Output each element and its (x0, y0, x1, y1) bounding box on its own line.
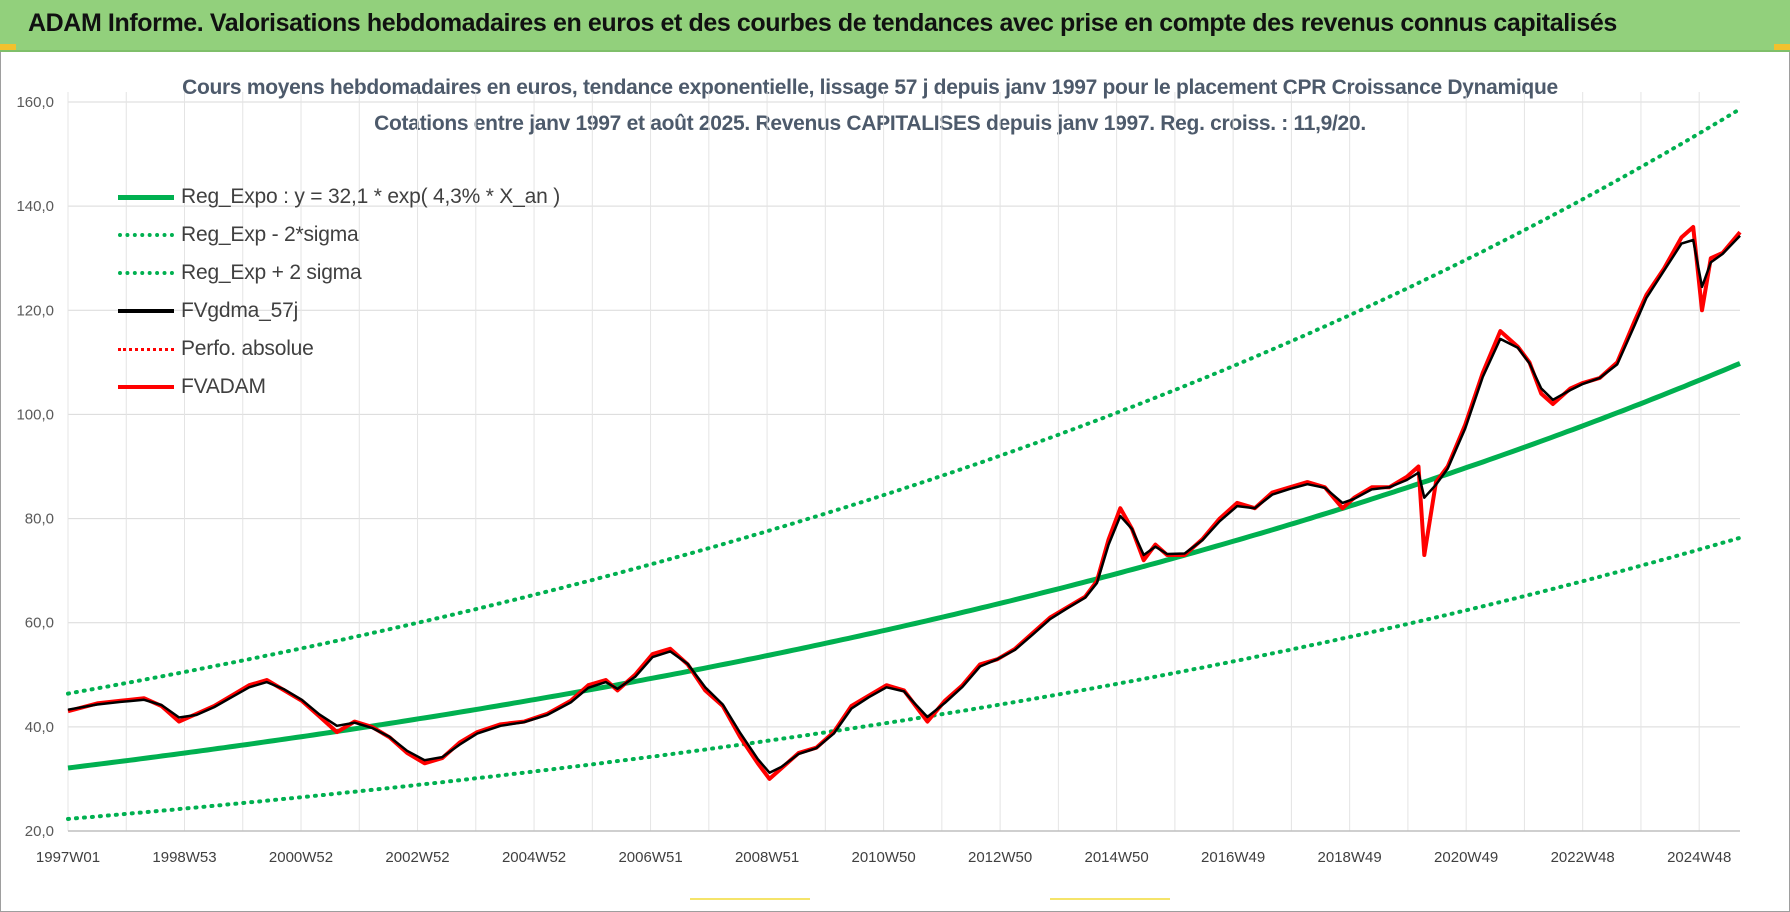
bottom-mark (1050, 898, 1170, 900)
y-tick-label: 20,0 (25, 823, 54, 840)
legend-item-fvadam: FVADAM (118, 368, 560, 406)
legend-label: FVADAM (181, 375, 266, 398)
legend-item-reg-exp-minus: Reg_Exp - 2*sigma (118, 216, 560, 254)
x-tick-label: 2006W51 (618, 849, 682, 866)
corner-mark-left (0, 44, 16, 50)
x-tick-label: 2000W52 (269, 849, 333, 866)
legend-swatch-dotted-green (118, 271, 174, 275)
legend-item-reg-expo: Reg_Expo : y = 32,1 * exp( 4,3% * X_an ) (118, 178, 560, 216)
series-reg-expo (67, 361, 1741, 771)
x-axis-ticks: 1997W01 1998W53 2000W52 2002W52 2004W52 2006W… (36, 849, 1731, 866)
chart-title: Cours moyens hebdomadaires en euros, ten… (182, 76, 1558, 99)
y-tick-label: 140,0 (16, 198, 54, 215)
chart-series (66, 107, 1742, 821)
y-tick-label: 80,0 (25, 511, 54, 528)
x-tick-label: 2016W49 (1201, 849, 1265, 866)
legend-label: Reg_Exp + 2 sigma (181, 261, 362, 284)
x-tick-label: 1997W01 (36, 849, 100, 866)
x-tick-label: 2010W50 (851, 849, 915, 866)
chart-subtitle: Cotations entre janv 1997 et août 2025. … (374, 112, 1366, 135)
header-banner: ADAM Informe. Valorisations hebdomadaire… (0, 0, 1790, 52)
header-title: ADAM Informe. Valorisations hebdomadaire… (28, 9, 1617, 37)
x-tick-label: 2014W50 (1085, 849, 1149, 866)
legend-item-perfo-absolue: Perfo. absolue (118, 330, 560, 368)
legend-swatch-solid-green (118, 194, 174, 200)
y-axis-ticks: 20,0 40,0 60,0 80,0 100,0 120,0 140,0 160,0 (16, 94, 54, 840)
x-tick-label: 2024W48 (1667, 849, 1731, 866)
series-fvgdma-57j (67, 234, 1741, 774)
x-tick-label: 2012W50 (968, 849, 1032, 866)
x-tick-label: 2022W48 (1551, 849, 1615, 866)
legend-label: FVgdma_57j (181, 299, 299, 322)
x-tick-label: 2020W49 (1434, 849, 1498, 866)
legend-label: Reg_Exp - 2*sigma (181, 223, 359, 246)
x-tick-label: 2008W51 (735, 849, 799, 866)
legend-swatch-solid-black (118, 309, 174, 313)
chart-legend: Reg_Expo : y = 32,1 * exp( 4,3% * X_an )… (118, 178, 560, 406)
y-tick-label: 120,0 (16, 302, 54, 319)
corner-mark-right (1774, 44, 1790, 50)
legend-item-fvgdma: FVgdma_57j (118, 292, 560, 330)
legend-label: Reg_Expo : y = 32,1 * exp( 4,3% * X_an ) (181, 185, 560, 208)
x-tick-label: 2018W49 (1318, 849, 1382, 866)
y-tick-label: 100,0 (16, 406, 54, 423)
x-tick-label: 1998W53 (152, 849, 216, 866)
legend-label: Perfo. absolue (181, 337, 314, 360)
x-tick-label: 2004W52 (502, 849, 566, 866)
legend-item-reg-exp-plus: Reg_Exp + 2 sigma (118, 254, 560, 292)
y-tick-label: 60,0 (25, 615, 54, 632)
series-reg-exp-plus-2sigma (66, 107, 1742, 696)
chart-gridlines (67, 92, 1740, 832)
series-reg-exp-minus-2sigma (66, 535, 1742, 821)
legend-swatch-dotted-green (118, 233, 174, 237)
y-tick-label: 160,0 (16, 94, 54, 111)
bottom-mark (690, 898, 810, 900)
legend-swatch-dotted-red (118, 347, 174, 351)
y-tick-label: 40,0 (25, 719, 54, 736)
legend-swatch-solid-red (118, 385, 174, 389)
x-tick-label: 2002W52 (385, 849, 449, 866)
